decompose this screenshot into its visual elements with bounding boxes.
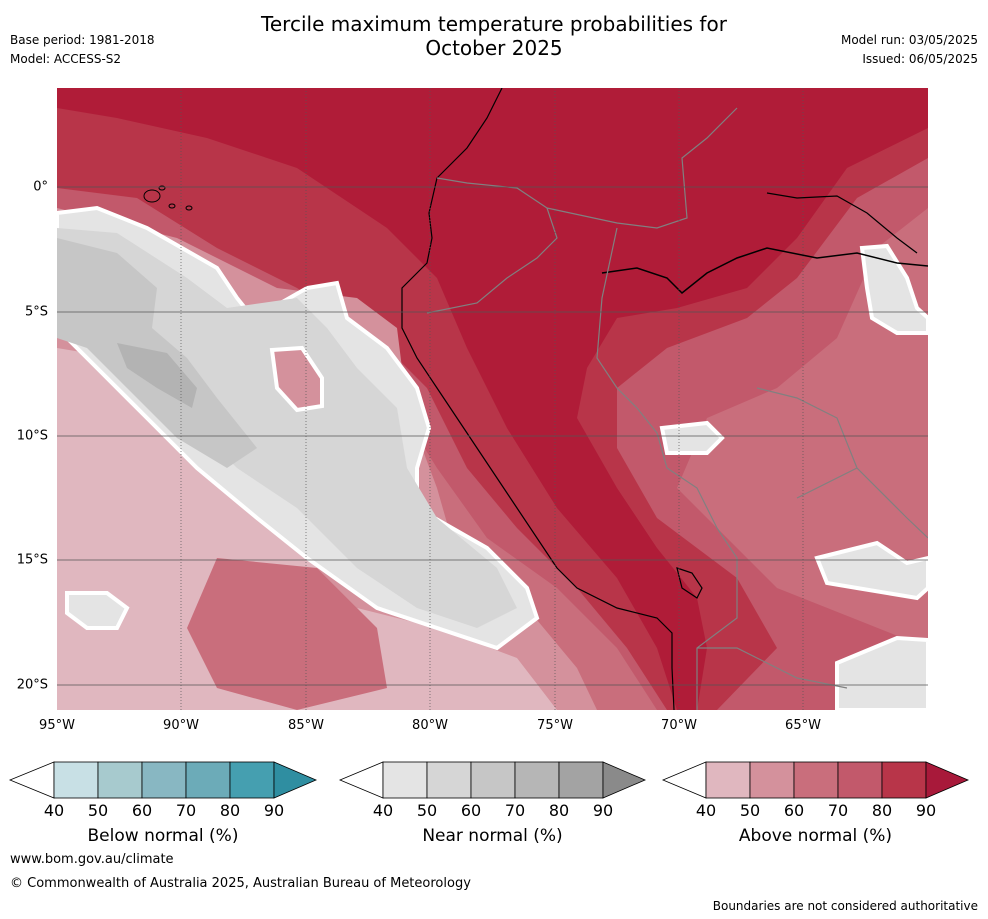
above-tick-50: 50 <box>739 801 761 820</box>
footer-note: Boundaries are not considered authoritat… <box>712 899 978 913</box>
y-tick-15s: 15°S <box>16 552 48 568</box>
above-tick-90: 90 <box>915 801 937 820</box>
coastline <box>401 88 675 710</box>
near-normal-south-west-small <box>65 591 130 630</box>
above-pocket-in-near <box>269 345 324 413</box>
above-40-50-west <box>57 348 557 710</box>
near-normal-bottom-east <box>835 635 928 710</box>
near-normal-west-inner <box>57 228 517 628</box>
issued-date: Issued: 06/05/2025 <box>862 52 978 66</box>
above-tick-80: 80 <box>871 801 893 820</box>
near-tick-90: 90 <box>592 801 614 820</box>
galapagos-islands <box>143 185 193 211</box>
x-tick-95w: 95°W <box>39 718 75 733</box>
below-tick-90: 90 <box>263 801 285 820</box>
near-normal-central <box>659 420 725 455</box>
river-line-north <box>766 192 918 254</box>
y-tick-5s: 5°S <box>24 304 48 320</box>
left-meta: Base period: 1981-2018 Model: ACCESS-S2 <box>10 31 155 69</box>
y-tick-20s: 20°S <box>16 677 48 693</box>
near-tick-50: 50 <box>416 801 438 820</box>
below-tick-40: 40 <box>43 801 65 820</box>
near-normal-east-region <box>814 540 928 601</box>
footer-url[interactable]: www.bom.gov.au/climate <box>10 852 174 867</box>
above-tick-60: 60 <box>783 801 805 820</box>
model-run: Model run: 03/05/2025 <box>840 33 978 47</box>
below-tick-60: 60 <box>131 801 153 820</box>
river-line <box>601 247 928 295</box>
base-period: Base period: 1981-2018 <box>10 33 155 47</box>
near-normal-label: Near normal (%) <box>422 826 563 846</box>
colorbar-below <box>8 761 318 799</box>
above-tick-40: 40 <box>695 801 717 820</box>
y-tick-10s: 10°S <box>16 428 48 444</box>
country-borders <box>426 107 928 710</box>
x-tick-85w: 85°W <box>288 718 324 733</box>
above-90-region <box>57 88 928 710</box>
below-tick-70: 70 <box>175 801 197 820</box>
x-tick-80w: 80°W <box>412 718 448 733</box>
below-tick-50: 50 <box>87 801 109 820</box>
map-svg <box>57 88 928 710</box>
model-name: Model: ACCESS-S2 <box>10 52 122 66</box>
footer-copyright: © Commonwealth of Australia 2025, Austra… <box>10 876 471 891</box>
near-tick-40: 40 <box>372 801 394 820</box>
map-title: Tercile maximum temperature probabilitie… <box>0 12 988 60</box>
near-normal-east-north <box>859 243 928 335</box>
x-tick-75w: 75°W <box>537 718 573 733</box>
colorbar-above <box>661 761 970 799</box>
lake-titicaca <box>676 567 703 599</box>
above-tick-70: 70 <box>827 801 849 820</box>
colorbars-svg <box>8 761 970 799</box>
right-meta: Model run: 03/05/2025 Issued: 06/05/2025 <box>841 31 978 69</box>
map-title-line2: October 2025 <box>425 36 563 60</box>
above-normal-label: Above normal (%) <box>738 826 893 846</box>
x-tick-70w: 70°W <box>661 718 697 733</box>
near-tick-60: 60 <box>460 801 482 820</box>
near-tick-80: 80 <box>548 801 570 820</box>
below-normal-label: Below normal (%) <box>87 826 239 846</box>
probability-map <box>57 88 928 710</box>
y-tick-0: 0° <box>33 179 48 195</box>
colorbar-near <box>338 761 647 799</box>
below-tick-80: 80 <box>219 801 241 820</box>
lat-gridlines <box>57 186 928 686</box>
near-normal-70-80 <box>117 343 197 408</box>
above-60-70-south <box>187 558 387 710</box>
map-title-line1: Tercile maximum temperature probabilitie… <box>261 12 727 36</box>
near-tick-70: 70 <box>504 801 526 820</box>
x-tick-90w: 90°W <box>163 718 199 733</box>
x-tick-65w: 65°W <box>785 718 821 733</box>
